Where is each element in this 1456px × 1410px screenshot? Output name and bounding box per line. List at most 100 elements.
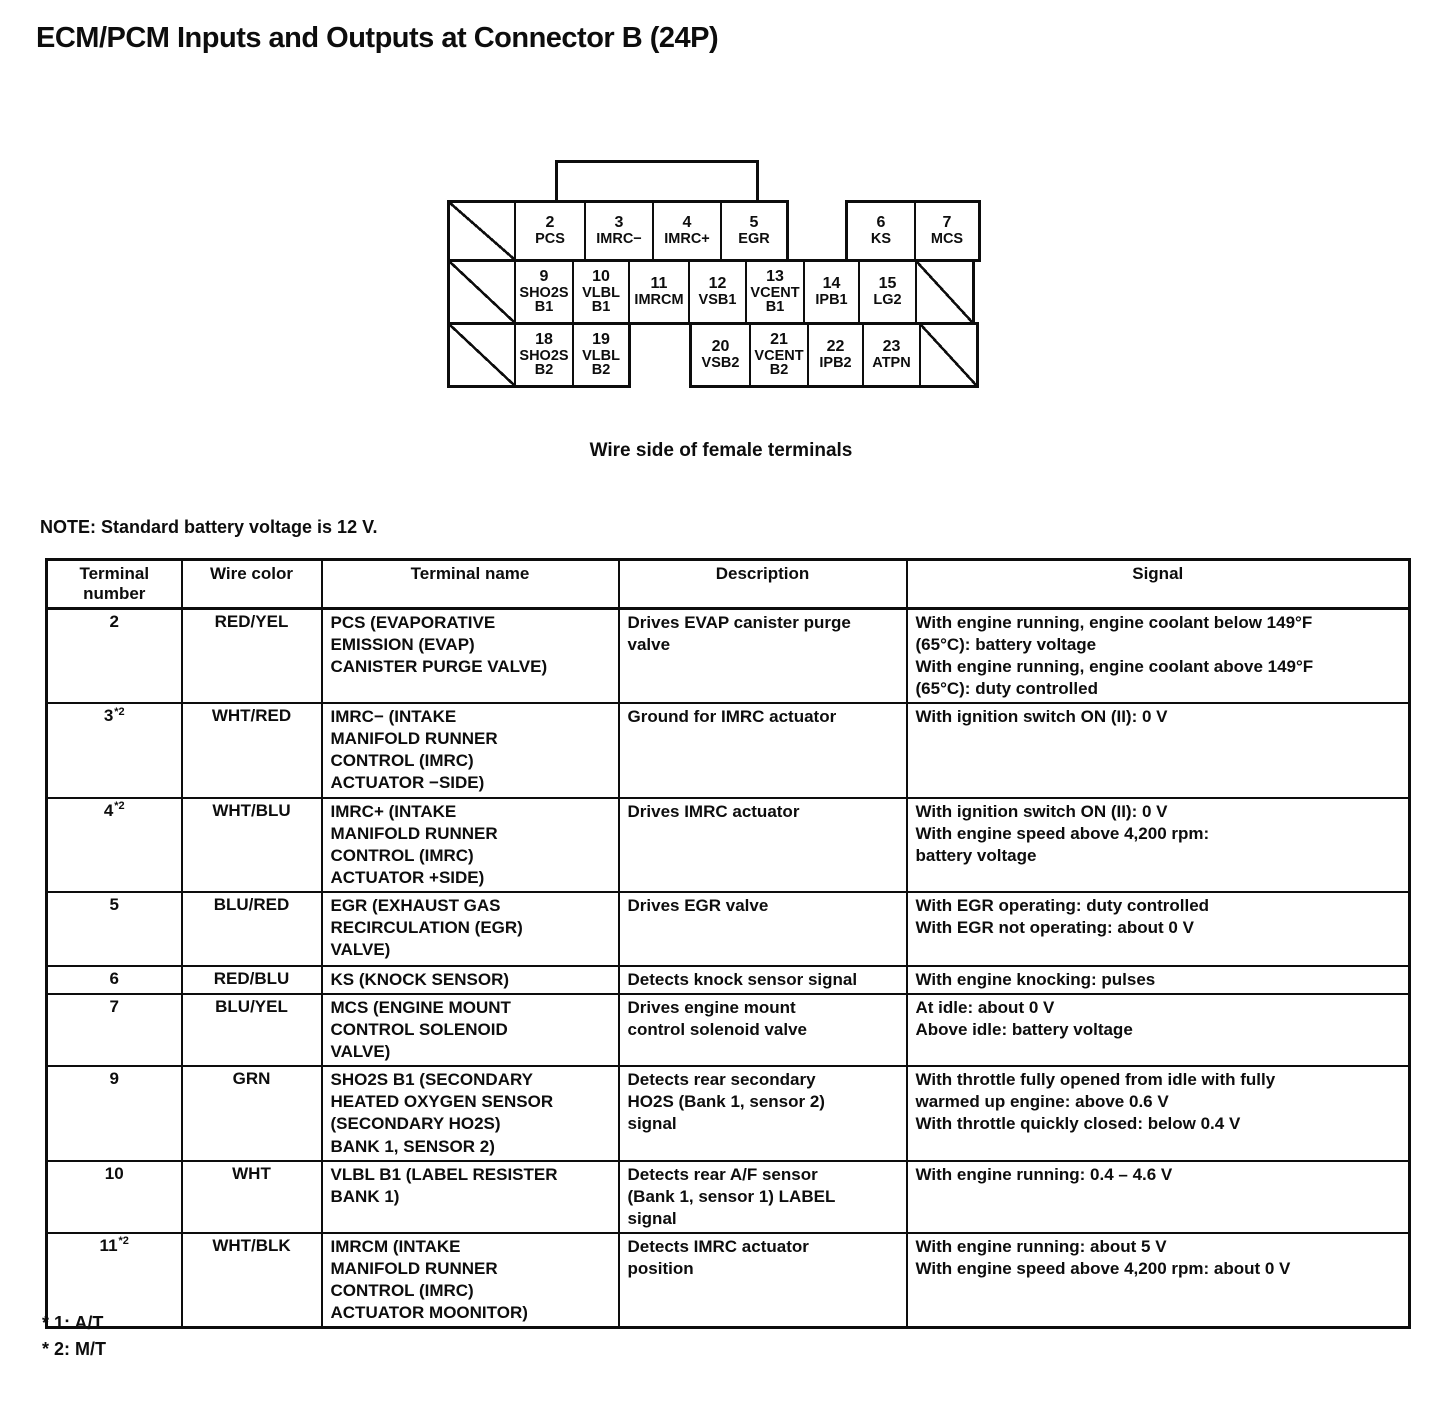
pin-number: 6 — [876, 214, 886, 232]
table-row: 9 GRN SHO2S B1 (SECONDARY HEATED OXYGEN SE… — [45, 1065, 1411, 1162]
terminal-number: 3 — [103, 706, 114, 726]
pin-number: 19 — [592, 331, 610, 349]
cell-signal: With EGR operating: duty controlled With… — [905, 890, 1411, 967]
terminal-number: 7 — [109, 997, 119, 1016]
connector-blocked-cell — [450, 203, 514, 259]
column-header: Description — [617, 558, 908, 610]
connector-pin-21: 21 VCENT B2 — [749, 325, 807, 385]
pin-number: 15 — [878, 275, 897, 293]
cell-wire-color: BLU/RED — [180, 890, 323, 967]
connector-group: 9 SHO2S B1 10 VLBL B1 11 IMRCM 12 VSB1 13 VCENT B… — [447, 259, 975, 325]
cell-description: Ground for IMRC actuator — [617, 702, 908, 799]
cell-terminal-number: 4*2 — [45, 796, 183, 893]
pin-number: 18 — [535, 331, 553, 349]
connector-row: 18 SHO2S B2 19 VLBL B2 20 VSB2 21 VCENT B2 22 IPB… — [447, 322, 981, 388]
table-row: 7 BLU/YEL MCS (ENGINE MOUNT CONTROL SOLENO… — [45, 992, 1411, 1068]
column-header: Terminal name — [320, 558, 620, 610]
header-row: Terminal number Wire color Terminal name De… — [45, 558, 1411, 610]
terminal-number: 5 — [109, 894, 119, 914]
connector-pin-13: 13 VCENT B1 — [745, 262, 803, 322]
connector-pin-18: 18 SHO2S B2 — [514, 325, 572, 385]
cell-signal: With engine running: about 5 V With engi… — [905, 1231, 1411, 1329]
pin-label: VCENT B1 — [750, 284, 800, 316]
pin-label: LG2 — [873, 292, 902, 309]
table-row: 2 RED/YEL PCS (EVAPORATIVE EMISSION (EVAP)… — [45, 607, 1411, 705]
table-row: 4*2 WHT/BLU IMRC+ (INTAKE MANIFOLD RUNNER … — [45, 796, 1411, 893]
connector-gap — [789, 200, 845, 262]
pin-number: 4 — [682, 214, 692, 232]
connector-group: 2 PCS 3 IMRC− 4 IMRC+ 5 EGR — [447, 200, 789, 262]
column-header: Wire color — [180, 558, 323, 610]
cell-description: Drives EVAP canister purge valve — [617, 607, 908, 705]
cell-terminal-name: IMRC+ (INTAKE MANIFOLD RUNNER CONTROL (I… — [320, 796, 620, 893]
pin-number: 22 — [826, 338, 845, 356]
footnote-marker: *2 — [114, 799, 125, 812]
pin-label: VLBL B1 — [582, 284, 620, 316]
cell-wire-color: RED/BLU — [180, 964, 323, 996]
table-row: 11*2 WHT/BLK IMRCM (INTAKE MANIFOLD RUNNER… — [45, 1231, 1411, 1329]
terminal-number: 4 — [103, 800, 114, 820]
cell-description: Drives IMRC actuator — [617, 796, 908, 893]
pin-number: 12 — [708, 275, 727, 293]
cell-wire-color: GRN — [180, 1065, 323, 1162]
table-row: 3*2 WHT/RED IMRC− (INTAKE MANIFOLD RUNNER … — [45, 702, 1411, 799]
connector-group: 18 SHO2S B2 19 VLBL B2 — [447, 322, 631, 388]
cell-terminal-name: MCS (ENGINE MOUNT CONTROL SOLENOID VALVE… — [320, 992, 620, 1068]
connector-pin-23: 23 ATPN — [862, 325, 919, 385]
connector-pin-20: 20 VSB2 — [692, 325, 749, 385]
connector-group: 6 KS 7 MCS — [845, 200, 981, 262]
footnote-marker: *2 — [118, 1235, 129, 1248]
cell-terminal-number: 5 — [45, 890, 183, 967]
battery-note: NOTE: Standard battery voltage is 12 V. — [40, 517, 378, 537]
cell-signal: With ignition switch ON (II): 0 V With e… — [905, 796, 1411, 893]
connector-pin-6: 6 KS — [848, 203, 914, 259]
footnote: * 2: M/T — [42, 1339, 107, 1360]
pin-label: VSB1 — [698, 292, 737, 309]
connector-pin-10: 10 VLBL B1 — [572, 262, 628, 322]
column-header: Signal — [905, 558, 1411, 610]
signals-table: Terminal number Wire color Terminal name De… — [45, 558, 1411, 1330]
connector-row: 2 PCS 3 IMRC− 4 IMRC+ 5 EGR 6 KS 7 MCS — [447, 200, 981, 262]
pin-label: VLBL B2 — [582, 347, 620, 379]
cell-terminal-number: 10 — [45, 1159, 183, 1234]
connector-pin-12: 12 VSB1 — [688, 262, 745, 322]
pin-number: 3 — [614, 214, 624, 232]
terminal-number: 11 — [99, 1235, 118, 1255]
cell-wire-color: WHT/BLK — [180, 1231, 323, 1329]
cell-description: Detects knock sensor signal — [617, 964, 908, 996]
pin-label: PCS — [535, 231, 565, 248]
cell-description: Detects rear secondary HO2S (Bank 1, sen… — [617, 1065, 908, 1162]
cell-terminal-number: 9 — [45, 1065, 183, 1162]
cell-wire-color: BLU/YEL — [180, 992, 323, 1068]
cell-signal: With engine running: 0.4 – 4.6 V — [905, 1159, 1411, 1234]
terminal-number: 9 — [109, 1069, 119, 1089]
column-header: Terminal number — [45, 558, 183, 610]
connector-pin-14: 14 IPB1 — [803, 262, 858, 322]
table-row: 6 RED/BLU KS (KNOCK SENSOR) Detects knock s… — [45, 964, 1411, 996]
pin-label: IMRC+ — [664, 231, 710, 248]
pin-number: 9 — [539, 268, 549, 286]
connector-blocked-cell — [919, 325, 976, 385]
table-row: 10 WHT VLBL B1 (LABEL RESISTER BANK 1) Dete… — [45, 1159, 1411, 1234]
pin-number: 11 — [650, 275, 668, 293]
pin-label: IMRCM — [634, 292, 684, 309]
connector-pin-3: 3 IMRC− — [584, 203, 652, 259]
cell-wire-color: RED/YEL — [180, 607, 323, 705]
connector-pin-2: 2 PCS — [514, 203, 584, 259]
pin-label: VSB2 — [701, 355, 740, 372]
pin-number: 2 — [545, 214, 555, 232]
cell-terminal-name: EGR (EXHAUST GAS RECIRCULATION (EGR) VAL… — [320, 890, 620, 967]
connector-pin-15: 15 LG2 — [858, 262, 915, 322]
pin-label: SHO2S B2 — [519, 347, 569, 379]
cell-terminal-name: IMRC− (INTAKE MANIFOLD RUNNER CONTROL (I… — [320, 702, 620, 799]
cell-terminal-name: KS (KNOCK SENSOR) — [320, 964, 620, 996]
pin-label: KS — [870, 231, 892, 248]
cell-terminal-name: VLBL B1 (LABEL RESISTER BANK 1) — [320, 1159, 620, 1234]
cell-terminal-number: 2 — [45, 607, 183, 705]
terminal-number: 6 — [109, 968, 119, 988]
pin-number: 5 — [749, 214, 759, 232]
pin-number: 23 — [882, 338, 901, 356]
cell-terminal-number: 6 — [45, 964, 183, 996]
connector-pin-5: 5 EGR — [720, 203, 786, 259]
cell-description: Detects IMRC actuator position — [617, 1231, 908, 1329]
